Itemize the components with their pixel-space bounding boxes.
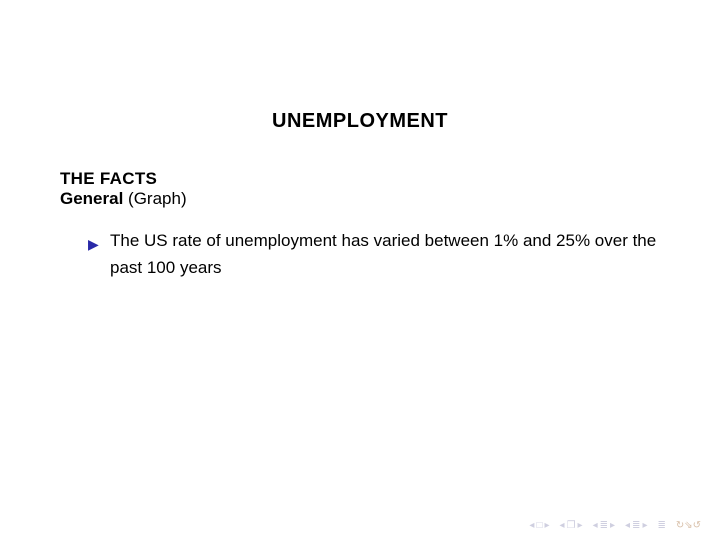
nav-left-icon: ◂ <box>624 520 631 531</box>
nav-forward-group[interactable]: ◂ ≣ ▸ <box>624 520 648 531</box>
section-heading: THE FACTS <box>60 169 660 189</box>
nav-right-icon: ▸ <box>577 520 584 531</box>
nav-back-group[interactable]: ◂ ≣ ▸ <box>592 520 616 531</box>
nav-left-icon: ◂ <box>559 520 566 531</box>
nav-frame-icon: □ <box>535 520 543 531</box>
slide-title: UNEMPLOYMENT <box>60 110 660 133</box>
bullet-text: The US rate of unemployment has varied b… <box>110 231 656 277</box>
nav-redo-icon[interactable]: ↻⇘↺ <box>675 520 702 531</box>
sub-heading: General (Graph) <box>60 189 660 209</box>
bullet-list: ▶ The US rate of unemployment has varied… <box>60 227 660 281</box>
nav-section-icon: ≣ <box>599 520 609 531</box>
nav-subframe-icon: ❐ <box>566 520 577 531</box>
nav-first-group[interactable]: ◂ □ ▸ <box>528 520 550 531</box>
beamer-nav-bar: ◂ □ ▸ ◂ ❐ ▸ ◂ ≣ ▸ ◂ ≣ ▸ ≣ ↻⇘↺ <box>528 520 702 531</box>
nav-right-icon: ▸ <box>609 520 616 531</box>
nav-right-icon: ▸ <box>544 520 551 531</box>
sub-heading-rest: (Graph) <box>123 189 186 208</box>
nav-section-icon: ≣ <box>631 520 641 531</box>
bullet-marker-icon: ▶ <box>88 233 99 255</box>
nav-right-icon: ▸ <box>641 520 648 531</box>
list-item: ▶ The US rate of unemployment has varied… <box>88 227 660 281</box>
nav-left-icon: ◂ <box>528 520 535 531</box>
nav-prev-group[interactable]: ◂ ❐ ▸ <box>559 520 584 531</box>
sub-heading-bold: General <box>60 189 123 208</box>
nav-summary-icon[interactable]: ≣ <box>656 520 666 531</box>
slide-content: UNEMPLOYMENT THE FACTS General (Graph) ▶… <box>0 0 720 281</box>
nav-left-icon: ◂ <box>592 520 599 531</box>
